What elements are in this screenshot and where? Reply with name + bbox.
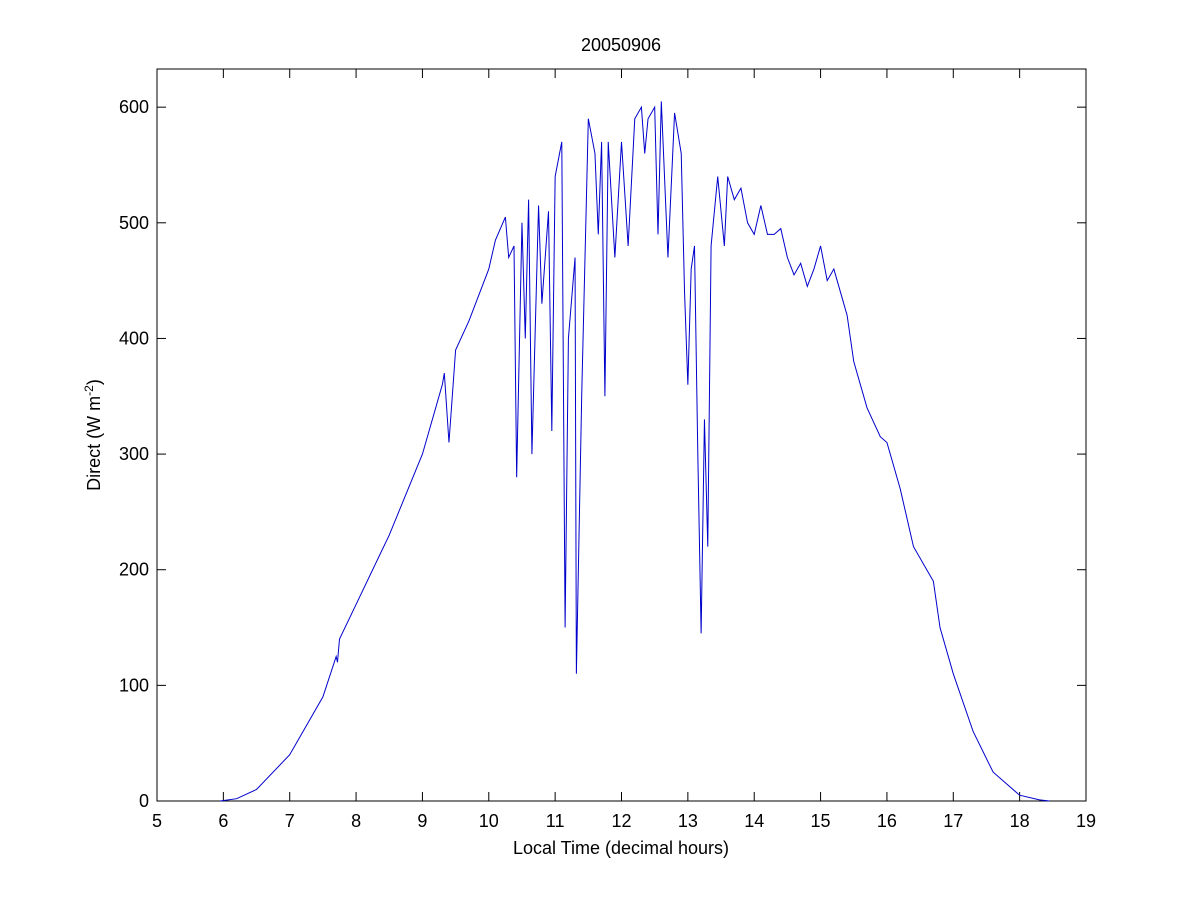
x-tick-label: 15 [811, 811, 831, 831]
x-tick-label: 11 [546, 811, 565, 831]
x-tick-label: 18 [1010, 811, 1030, 831]
x-tick-label: 5 [152, 811, 162, 831]
y-tick-label: 500 [119, 213, 149, 233]
y-tick-label: 600 [119, 97, 149, 117]
x-tick-label: 16 [877, 811, 897, 831]
y-tick-label: 200 [119, 560, 149, 580]
y-tick-label: 300 [119, 444, 149, 464]
chart-title: 20050906 [581, 35, 661, 55]
x-tick-label: 8 [351, 811, 361, 831]
y-label-text: Direct (W m [84, 396, 104, 491]
y-axis-label: Direct (W m-2) [82, 379, 104, 491]
x-tick-label: 17 [943, 811, 963, 831]
y-tick-label: 0 [139, 791, 149, 811]
x-axis-label: Local Time (decimal hours) [513, 838, 729, 858]
y-tick-label: 100 [119, 675, 149, 695]
y-label-sup: -2 [82, 385, 96, 396]
x-tick-label: 6 [218, 811, 228, 831]
x-tick-label: 19 [1076, 811, 1096, 831]
x-tick-label: 12 [611, 811, 631, 831]
y-label-end: ) [84, 379, 104, 385]
x-tick-label: 9 [417, 811, 427, 831]
x-tick-label: 10 [479, 811, 499, 831]
x-tick-label: 7 [285, 811, 295, 831]
data-line [219, 101, 1050, 802]
x-tick-label: 13 [678, 811, 698, 831]
x-tick-label: 14 [744, 811, 764, 831]
y-tick-label: 400 [119, 328, 149, 348]
